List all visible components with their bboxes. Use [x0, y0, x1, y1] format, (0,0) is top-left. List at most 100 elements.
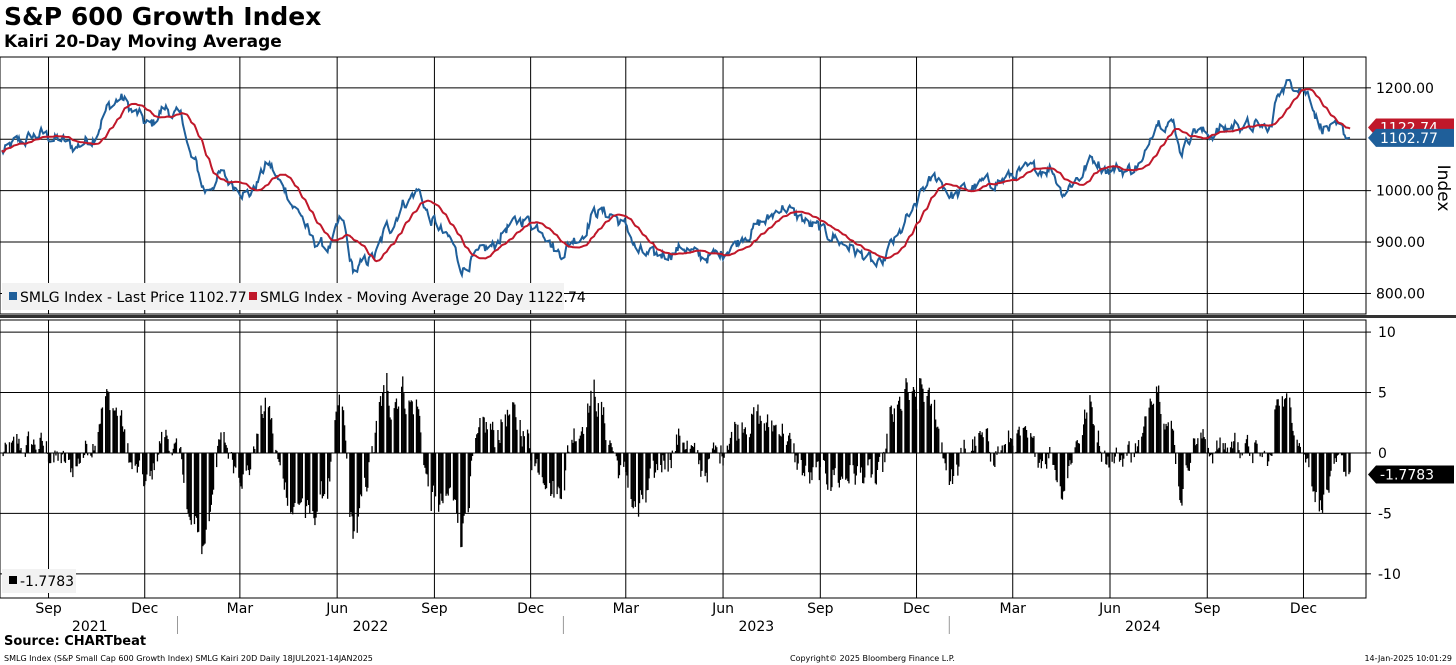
kairi-bar	[1071, 453, 1073, 463]
kairi-bar	[31, 444, 33, 453]
kairi-bar	[152, 453, 154, 464]
kairi-bar	[683, 442, 685, 453]
kairi-bar	[840, 453, 843, 477]
kairi-bar	[460, 453, 462, 548]
kairi-bar	[630, 453, 632, 499]
kairi-bar	[760, 420, 762, 453]
kairi-bar	[779, 435, 781, 453]
kairi-bar	[698, 453, 700, 465]
kairi-bar	[5, 444, 7, 453]
kairi-bar	[545, 453, 548, 489]
kairi-bar	[1150, 401, 1152, 453]
kairi-bar	[478, 427, 480, 453]
kairi-bar	[419, 415, 421, 453]
kairi-bar	[714, 449, 716, 453]
kairi-bar	[647, 453, 649, 490]
kairi-bar	[514, 404, 516, 453]
kairi-bar	[582, 433, 585, 453]
kairi-bar	[526, 429, 529, 453]
price-panel	[1, 78, 1351, 279]
kairi-bar	[527, 433, 530, 453]
kairi-bar	[1114, 453, 1116, 457]
kairi-bar	[335, 411, 337, 453]
kairi-bar	[1289, 397, 1291, 453]
kairi-bar	[135, 453, 137, 465]
kairi-bar	[467, 453, 469, 513]
kairi-bar	[165, 429, 167, 453]
kairi-bar	[516, 429, 518, 453]
kairi-bar	[463, 453, 465, 516]
kairi-bar	[190, 453, 192, 525]
kairi-bar	[633, 453, 635, 502]
kairi-bar	[254, 449, 256, 453]
kairi-bar	[146, 453, 148, 475]
kairi-bar	[470, 453, 473, 461]
kairi-bar	[410, 400, 412, 453]
kairi-bar	[691, 446, 694, 453]
kairi-bar	[424, 453, 426, 468]
kairi-bar	[1308, 453, 1310, 468]
kairi-bar	[1055, 453, 1057, 481]
kairi-bar	[319, 453, 321, 495]
kairi-bar	[597, 403, 599, 453]
kairi-bar	[1108, 453, 1110, 468]
kairi-bar	[1104, 450, 1106, 453]
kairi-bar	[255, 453, 257, 454]
kairi-bar	[1315, 453, 1317, 493]
kairi-bar	[854, 453, 856, 485]
kairi-bar	[1120, 453, 1122, 460]
kairi-bar	[994, 453, 996, 467]
kairi-bar	[1298, 443, 1300, 453]
kairi-bar	[663, 453, 665, 461]
kairi-bar	[338, 394, 340, 453]
kairi-bar	[893, 408, 895, 453]
kairi-bar	[1170, 420, 1172, 453]
kairi-bar	[944, 453, 946, 464]
kairi-bar	[484, 432, 486, 453]
kairi-bar	[415, 399, 418, 453]
kairi-bar	[996, 453, 998, 455]
kairi-bar	[678, 428, 680, 453]
year-label-2: 2023	[739, 619, 775, 635]
kairi-bar	[1192, 438, 1195, 453]
kairi-bar	[531, 453, 533, 471]
kairi-bar	[379, 396, 382, 453]
kairi-bar	[1004, 444, 1006, 453]
kairi-bar	[705, 453, 707, 473]
kairi-bar	[212, 453, 215, 490]
kairi-bar	[365, 453, 367, 487]
kairi-bar	[401, 386, 403, 453]
kairi-bar	[342, 410, 345, 453]
kairi-bar	[386, 373, 388, 453]
kairi-bar	[120, 410, 123, 453]
kairi-bar	[788, 435, 790, 453]
kairi-bar	[475, 438, 477, 453]
kairi-bar	[245, 453, 247, 471]
kairi-bar	[99, 423, 101, 453]
kairi-bar	[656, 453, 659, 471]
kairi-bar	[1083, 424, 1085, 453]
kairi-bar	[1106, 453, 1108, 465]
kairi-bar	[859, 453, 862, 473]
kairi-bar	[224, 442, 226, 453]
kairi-bar	[1089, 395, 1091, 453]
kairi-bar	[715, 445, 717, 453]
kairi-bar	[1297, 445, 1299, 453]
kairi-bar	[957, 453, 959, 476]
kairi-bar	[62, 450, 64, 453]
kairi-bar	[1218, 447, 1220, 453]
kairi-bar	[1115, 447, 1117, 453]
kairi-bar	[671, 450, 673, 453]
kairi-bar	[182, 453, 184, 475]
kairi-bar	[686, 440, 688, 453]
kairi-bar	[1112, 453, 1114, 454]
kairi-bar	[449, 453, 451, 488]
kairi-bar	[1172, 430, 1175, 453]
kairi-bar	[1256, 443, 1258, 453]
kairi-bar	[90, 453, 92, 456]
kairi-bar	[358, 453, 361, 509]
kairi-bar	[203, 453, 205, 545]
kairi-bar	[782, 433, 784, 453]
kairi-bar	[461, 453, 463, 547]
kairi-bar	[885, 448, 887, 453]
